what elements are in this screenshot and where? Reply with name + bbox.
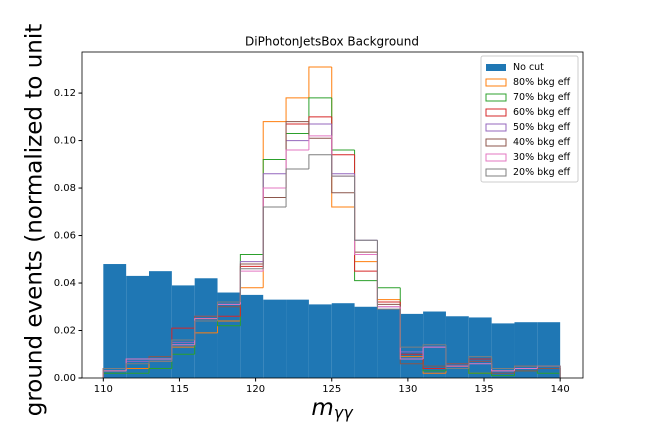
hist-bar: [491, 323, 515, 378]
hist-bar: [217, 292, 241, 378]
hist-step: [491, 373, 515, 377]
hist-step: [148, 360, 172, 364]
legend-swatch: [485, 123, 507, 132]
x-label-subscript: γγ: [334, 403, 354, 422]
hist-step: [422, 344, 446, 348]
hist-step: [445, 344, 469, 370]
legend-box: [480, 55, 579, 183]
hist-bar: [537, 322, 561, 378]
hist-step: [422, 363, 446, 367]
hist-step: [468, 356, 492, 369]
hist-step: [125, 363, 150, 369]
legend-swatch: [485, 138, 507, 147]
hist-bar: [103, 264, 127, 378]
hist-step: [217, 318, 241, 327]
x-tick-label: 135: [474, 384, 493, 395]
legend-swatch: [485, 108, 507, 117]
plot-frame: [81, 51, 584, 379]
hist-step: [376, 240, 401, 310]
x-tick-label: 130: [398, 384, 417, 395]
hist-bar: [308, 304, 332, 378]
hist-step: [148, 356, 172, 360]
hist-step: [468, 368, 492, 374]
hist-step: [262, 206, 287, 269]
x-tick-label: 115: [170, 384, 189, 395]
legend-swatch: [485, 153, 507, 162]
hist-step: [491, 356, 515, 370]
hist-bar: [240, 294, 264, 378]
hist-bar: [331, 303, 355, 378]
hist-bar: [445, 316, 469, 378]
hist-bar: [194, 278, 218, 378]
legend-label: 60% bkg eff: [513, 107, 571, 118]
hist-step: [308, 135, 332, 151]
hist-bar: [263, 299, 287, 378]
legend-label: 20% bkg eff: [513, 167, 571, 178]
hist-step: [399, 309, 424, 348]
legend-swatch: [485, 168, 507, 177]
hist-bar: [514, 322, 538, 378]
hist-step: [308, 116, 332, 124]
x-axis-label: mγγ: [311, 395, 354, 422]
hist-bar: [400, 313, 424, 378]
x-label-main: m: [311, 395, 333, 421]
hist-step: [171, 339, 195, 362]
y-tick-label: 0.00: [54, 373, 76, 384]
hist-bar: [171, 285, 195, 378]
hist-step: [537, 365, 561, 378]
legend-label: 50% bkg eff: [513, 122, 571, 133]
legend-label: No cut: [513, 62, 544, 73]
hist-step: [285, 97, 309, 122]
y-tick-label: 0.02: [54, 326, 76, 337]
hist-step: [285, 168, 309, 208]
hist-step: [308, 66, 332, 98]
legend-swatch: [486, 64, 506, 71]
hist-step: [102, 368, 127, 378]
hist-step: [513, 365, 538, 369]
hist-bar: [126, 275, 150, 378]
y-tick-label: 0.08: [54, 183, 76, 194]
hist-step: [308, 154, 332, 170]
legend-label: 40% bkg eff: [513, 137, 571, 148]
legend-swatch: [485, 93, 507, 102]
x-tick-label: 140: [551, 384, 570, 395]
hist-step: [239, 268, 264, 303]
hist-step: [354, 176, 378, 241]
hist-step: [331, 154, 355, 177]
legend-label: 80% bkg eff: [513, 77, 571, 88]
x-tick-label: 125: [322, 384, 341, 395]
y-tick-label: 0.04: [54, 278, 76, 289]
hist-bar: [377, 309, 401, 378]
y-axis-label: ground events (normalized to unit: [22, 24, 48, 417]
hist-step: [148, 368, 172, 374]
legend-swatch: [485, 78, 507, 87]
hist-step: [217, 301, 241, 322]
y-tick-label: 0.06: [54, 231, 76, 242]
hist-bar: [286, 299, 309, 378]
x-tick-label: 120: [246, 384, 265, 395]
chart-title: DiPhotonJetsBox Background: [245, 35, 419, 49]
legend-label: 30% bkg eff: [513, 152, 571, 163]
hist-bar: [354, 306, 378, 378]
hist-bar: [149, 271, 172, 378]
hist-step: [194, 320, 218, 341]
legend-label: 70% bkg eff: [513, 92, 571, 103]
x-tick-label: 110: [94, 384, 113, 395]
y-tick-label: 0.10: [54, 136, 76, 147]
hist-bar: [468, 317, 492, 378]
y-tick-label: 0.12: [54, 88, 76, 99]
